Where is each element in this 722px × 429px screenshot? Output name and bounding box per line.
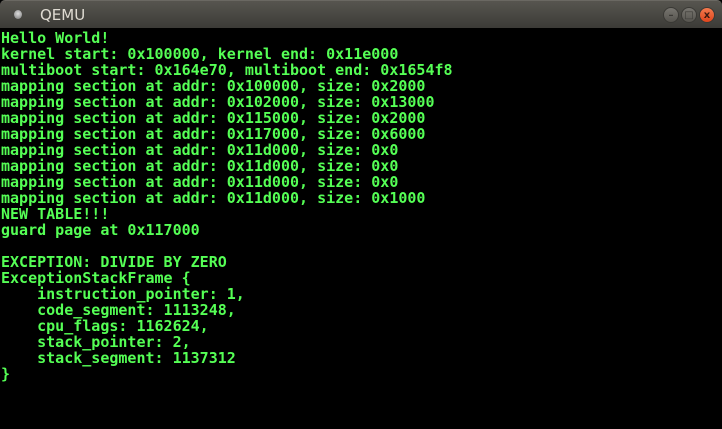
terminal-line: cpu_flags: 1162624,: [1, 317, 209, 335]
terminal-line: kernel start: 0x100000, kernel end: 0x11…: [1, 45, 399, 63]
terminal-line: mapping section at addr: 0x11d000, size:…: [1, 189, 426, 207]
terminal-output: Hello World! kernel start: 0x100000, kern…: [1, 30, 453, 382]
window-title: QEMU: [40, 6, 86, 24]
terminal-line: multiboot start: 0x164e70, multiboot end…: [1, 61, 453, 79]
terminal-line: mapping section at addr: 0x11d000, size:…: [1, 173, 399, 191]
minimize-button[interactable]: –: [663, 7, 679, 23]
terminal-line: Hello World!: [1, 29, 110, 47]
terminal-line: mapping section at addr: 0x11d000, size:…: [1, 157, 399, 175]
terminal-line: [1, 238, 453, 254]
qemu-app-icon: [14, 10, 22, 19]
qemu-display[interactable]: [0, 28, 722, 429]
terminal-line: EXCEPTION: DIVIDE BY ZERO: [1, 253, 227, 271]
terminal-line: instruction_pointer: 1,: [1, 285, 245, 303]
terminal-line: mapping section at addr: 0x115000, size:…: [1, 109, 426, 127]
terminal-line: }: [1, 365, 11, 383]
terminal-line: guard page at 0x117000: [1, 221, 200, 239]
terminal-line: code_segment: 1113248,: [1, 301, 236, 319]
terminal-line: ExceptionStackFrame {: [1, 269, 191, 287]
terminal-line: mapping section at addr: 0x11d000, size:…: [1, 141, 399, 159]
terminal-line: mapping section at addr: 0x102000, size:…: [1, 93, 435, 111]
terminal-line: stack_pointer: 2,: [1, 333, 191, 351]
close-button[interactable]: x: [699, 7, 715, 23]
terminal-line: mapping section at addr: 0x117000, size:…: [1, 125, 426, 143]
maximize-button[interactable]: □: [681, 7, 697, 23]
terminal-line: stack_segment: 1137312: [1, 349, 236, 367]
title-bar[interactable]: QEMU – □ x: [0, 0, 722, 28]
terminal-line: NEW TABLE!!!: [1, 205, 110, 223]
terminal-line: mapping section at addr: 0x100000, size:…: [1, 77, 426, 95]
